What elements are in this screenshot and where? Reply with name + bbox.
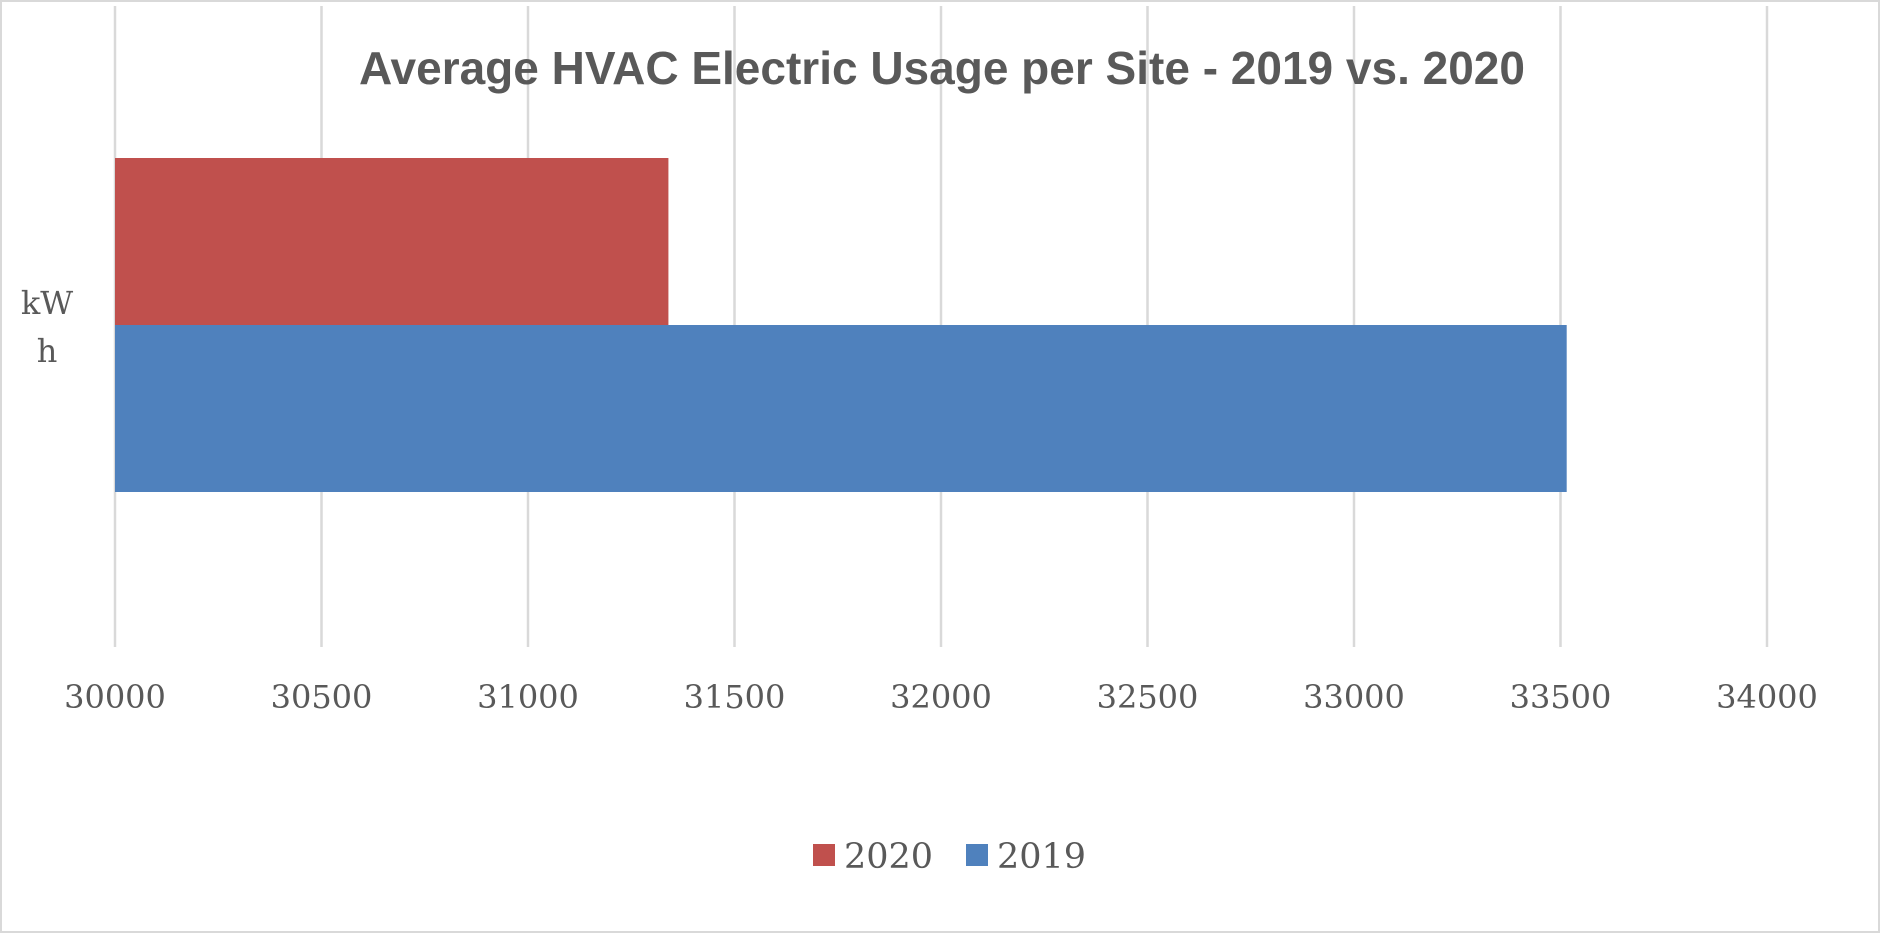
category-axis-label: kW h [21,284,73,370]
legend-swatch-2019 [966,844,988,866]
category-label-line-2: h [37,332,58,370]
legend-swatch-2020 [813,844,835,866]
x-tick-label-32000: 32000 [890,678,992,716]
x-tick-label-31000: 31000 [477,678,579,716]
x-tick-label-32500: 32500 [1097,678,1199,716]
x-tick-label-33000: 33000 [1303,678,1405,716]
bars [115,158,1567,492]
x-tick-label-34000: 34000 [1716,678,1818,716]
legend-label-2020: 2020 [844,837,933,877]
bar-2019 [115,325,1567,492]
legend: 2020 2019 [813,837,1086,877]
x-tick-label-33500: 33500 [1510,678,1612,716]
x-tick-label-30500: 30500 [271,678,373,716]
x-tick-label-31500: 31500 [684,678,786,716]
chart-title: Average HVAC Electric Usage per Site - 2… [359,42,1525,94]
x-tick-label-30000: 30000 [64,678,166,716]
bar-2020 [115,158,669,325]
legend-label-2019: 2019 [997,837,1086,877]
x-axis-ticks: 30000 30500 31000 31500 32000 32500 33000 33500… [64,678,1818,716]
category-label-line-1: kW [21,284,73,322]
